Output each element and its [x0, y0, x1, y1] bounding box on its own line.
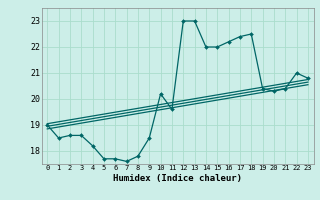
X-axis label: Humidex (Indice chaleur): Humidex (Indice chaleur) [113, 174, 242, 183]
